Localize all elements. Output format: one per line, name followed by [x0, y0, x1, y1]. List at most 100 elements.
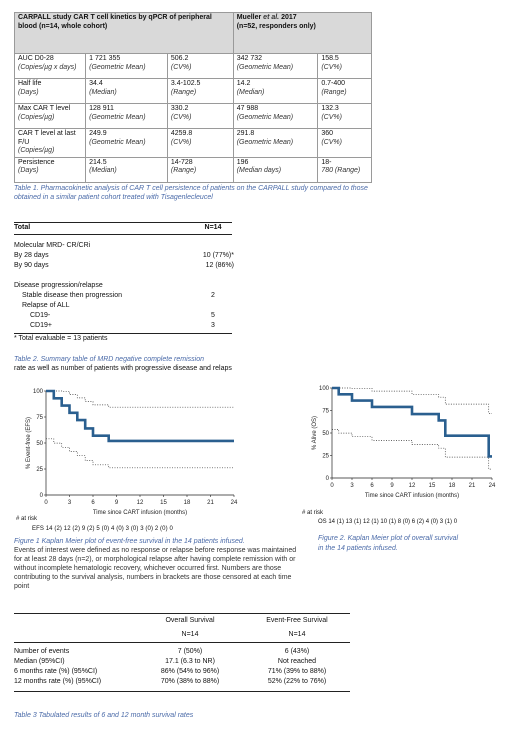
- mrd-row: Stable disease then progression 2: [22, 292, 215, 299]
- pk-row: Half life (Days) 34.4 (Median) 3.4-102.5 (Ran…: [13, 78, 372, 104]
- survival-header: Overall Survival Event-Free Survival: [14, 613, 350, 628]
- x-tick-label: 12: [137, 500, 144, 506]
- pk-row: CAR T level at last F/U (Copies/µg) 249.9(…: [13, 128, 372, 158]
- x-tick-label: 3: [68, 500, 72, 506]
- pk-row: Persistence (Days) 214.5 (Median) 14-728 (Ran…: [13, 156, 372, 183]
- os-kaplan-meier-plot: 0 25 50 75 100 0 3 6 9 12 15 18 21 24 % Alive (OS) Time…: [312, 386, 496, 499]
- carpall-spread: 506.2 (CV%): [166, 53, 234, 79]
- survival-curve: [46, 389, 234, 443]
- mueller-value: 14.2 (Median): [232, 78, 319, 104]
- mrd-row: Relapse of ALL: [22, 302, 70, 309]
- carpall-spread: 4259.8 (CV%): [166, 128, 234, 158]
- x-tick-label: 3: [350, 483, 354, 489]
- pk-header-mueller: Mueller et al. 2017 (n=52, responders onl…: [232, 12, 373, 54]
- mueller-value: 291.8 (Geometric Mean): [232, 128, 319, 158]
- x-tick-label: 21: [207, 500, 214, 506]
- carpall-spread: 330.2 (CV%): [166, 103, 234, 129]
- x-tick-label: 15: [429, 483, 436, 489]
- y-tick-label: 50: [36, 441, 43, 447]
- figure2-caption: Figure 2. Kaplan Meier plot of overall s…: [318, 535, 459, 542]
- os-at-risk-row: OS 14 (1) 13 (1) 12 (1) 10 (1) 8 (0) 6 (…: [318, 519, 458, 525]
- pk-parameter: CAR T level at last F/U (Copies/µg): [13, 128, 87, 158]
- pk-row: AUC D0-28 (Copies/µg x days) 1 721 355 (Geo…: [13, 53, 372, 79]
- x-tick-label: 12: [409, 483, 416, 489]
- ci-lower-line: [46, 438, 234, 469]
- mrd-row: Molecular MRD- CR/CRi: [14, 242, 91, 249]
- mrd-row: [14, 271, 232, 281]
- efs-at-risk-row: EFS 14 (2) 12 (2) 9 (2) 5 (0) 4 (0) 3 (0…: [32, 526, 173, 532]
- mrd-header-n: N=14: [204, 224, 222, 231]
- mrd-row: By 90 days 12 (86%): [14, 262, 234, 269]
- y-axis-label: % Alive (OS): [312, 416, 318, 450]
- pk-parameter: AUC D0-28 (Copies/µg x days): [13, 53, 87, 79]
- pk-table: CARPALL study CAR T cell kinetics by qPC…: [13, 12, 373, 183]
- carpall-spread: 3.4-102.5 (Range): [166, 78, 234, 104]
- mrd-header-total: Total: [14, 224, 31, 231]
- pk-table-header: CARPALL study CAR T cell kinetics by qPC…: [14, 12, 373, 54]
- x-axis-label: Time since CART infusion (months): [93, 510, 187, 516]
- mueller-spread: 18- 780 (Range): [317, 156, 372, 183]
- x-tick-label: 18: [449, 483, 456, 489]
- y-tick-label: 100: [33, 389, 44, 395]
- carpall-value: 34.4 (Median): [85, 78, 168, 104]
- figure1-caption-body: Events of interest were defined as no re…: [14, 547, 297, 590]
- mueller-value: 47 988 (Geometric Mean): [232, 103, 319, 129]
- y-axis-label: % Event-free (EFS): [26, 417, 32, 469]
- mrd-row: CD19+ 3: [30, 322, 215, 329]
- mrd-row: CD19- 5: [30, 312, 215, 319]
- survival-row: Median (95%CI) 17.1 (6.3 to NR) Not reache…: [14, 658, 317, 665]
- y-tick-label: 25: [322, 454, 329, 460]
- mrd-row: By 28 days 10 (77%)*: [14, 252, 234, 259]
- figure2-caption-continued: in the 14 patients infused.: [318, 545, 398, 552]
- table2-caption-continued: rate as well as number of patients with …: [14, 365, 232, 372]
- figure1-caption: Figure 1 Kaplan Meier plot of event-free…: [14, 538, 245, 545]
- carpall-value: 214.5 (Median): [85, 156, 168, 183]
- y-tick-label: 75: [36, 415, 43, 421]
- x-tick-label: 6: [370, 483, 374, 489]
- mrd-table-header: Total N=14: [14, 222, 232, 235]
- os-header: Overall Survival: [165, 617, 215, 624]
- x-tick-label: 0: [330, 483, 334, 489]
- ci-upper-line: [332, 387, 492, 414]
- x-tick-label: 6: [91, 500, 95, 506]
- y-tick-label: 75: [322, 409, 329, 415]
- survival-row: Number of events 7 (50%) 6 (43%): [14, 648, 310, 655]
- x-tick-label: 18: [184, 500, 191, 506]
- pk-parameter: Half life (Days): [13, 78, 87, 104]
- table1-caption: Table 1. Pharmacokinetic analysis of CAR…: [14, 185, 368, 201]
- carpall-value: 1 721 355 (Geometric Mean): [85, 53, 168, 79]
- x-tick-label: 9: [115, 500, 119, 506]
- x-tick-label: 24: [489, 483, 496, 489]
- carpall-value: 128 911 (Geometric Mean): [85, 103, 168, 129]
- y-tick-label: 100: [319, 386, 330, 392]
- mueller-spread: 132.3 (CV%): [317, 103, 372, 129]
- efs-kaplan-meier-plot: 0 25 50 75 100 0 3 6 9 12 15 18 21 24 % Event-free (EF…: [26, 389, 238, 516]
- efs-n: N=14: [288, 631, 306, 638]
- x-tick-label: 15: [160, 500, 167, 506]
- mueller-spread: 0.7-400 (Range): [317, 78, 372, 104]
- y-tick-label: 0: [40, 493, 44, 499]
- mueller-spread: 360 (CV%): [317, 128, 372, 158]
- survival-curve: [332, 386, 492, 458]
- carpall-spread: 14-728 (Range): [166, 156, 234, 183]
- y-tick-label: 50: [322, 431, 329, 437]
- os-at-risk-label: # at risk: [302, 510, 324, 516]
- survival-table: Overall Survival Event-Free Survival N=1…: [14, 613, 350, 692]
- os-n: N=14: [181, 631, 199, 638]
- pk-parameter: Persistence (Days): [13, 156, 87, 183]
- mrd-footnote: * Total evaluable = 13 patients: [14, 333, 232, 344]
- y-tick-label: 0: [326, 476, 330, 482]
- survival-row: 6 months rate (%) (95%CI) 86% (54% to 96%…: [14, 668, 327, 675]
- efs-at-risk-label: # at risk: [16, 516, 38, 522]
- survival-row: 12 months rate (%) (95%CI) 70% (38% to 88…: [14, 678, 327, 685]
- pk-row: Max CAR T level (Copies/µg) 128 911 (Geomet…: [13, 103, 372, 129]
- x-tick-label: 24: [231, 500, 238, 506]
- table2-caption: Table 2. Summary table of MRD negative c…: [14, 356, 204, 363]
- efs-header: Event-Free Survival: [266, 617, 328, 624]
- x-axis-label: Time since CART infusion (months): [365, 493, 459, 499]
- ci-lower-line: [332, 429, 492, 470]
- pk-parameter: Max CAR T level (Copies/µg): [13, 103, 87, 129]
- pk-header-carpall: CARPALL study CAR T cell kinetics by qPC…: [14, 12, 234, 54]
- mrd-row: Disease progression/relapse: [14, 282, 103, 289]
- carpall-value: 249.9 (Geometric Mean): [85, 128, 168, 158]
